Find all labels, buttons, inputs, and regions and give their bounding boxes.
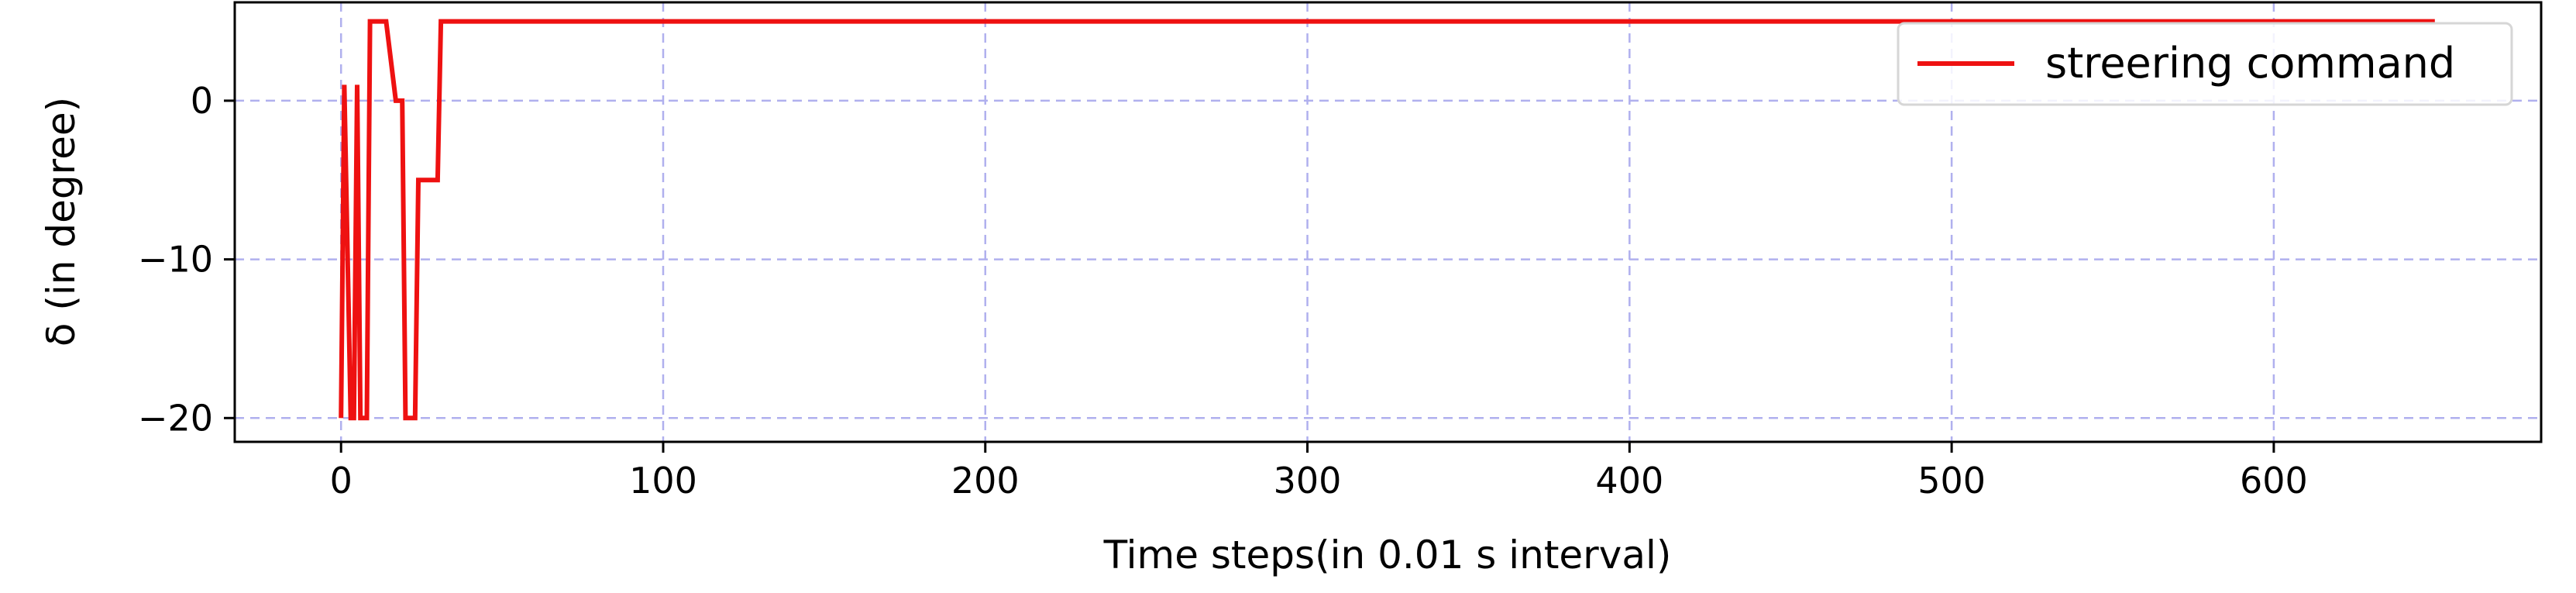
x-tick-label: 100 bbox=[629, 460, 697, 502]
y-tick-label: 0 bbox=[191, 80, 213, 122]
y-axis-label: δ (in degree) bbox=[39, 97, 84, 346]
axis-ticks: 0 100 200 300 400 500 600 −20 −10 0 bbox=[138, 80, 2308, 502]
y-tick-label: −20 bbox=[138, 397, 213, 439]
y-tick-label: −10 bbox=[138, 239, 213, 281]
x-tick-label: 400 bbox=[1595, 460, 1663, 502]
series-line bbox=[339, 19, 2435, 421]
x-tick-label: 200 bbox=[951, 460, 1020, 502]
legend-label: streering command bbox=[2045, 39, 2455, 88]
x-tick-label: 500 bbox=[1917, 460, 1986, 502]
x-tick-label: 0 bbox=[330, 460, 353, 502]
legend-box bbox=[1897, 22, 2513, 106]
x-tick-label: 600 bbox=[2240, 460, 2308, 502]
plot-frame bbox=[233, 1, 2543, 443]
legend: streering command bbox=[1897, 22, 2513, 106]
x-tick-label: 300 bbox=[1274, 460, 1342, 502]
x-axis-label: Time steps(in 0.01 s interval) bbox=[1103, 533, 1672, 577]
series-lines bbox=[339, 19, 2435, 421]
